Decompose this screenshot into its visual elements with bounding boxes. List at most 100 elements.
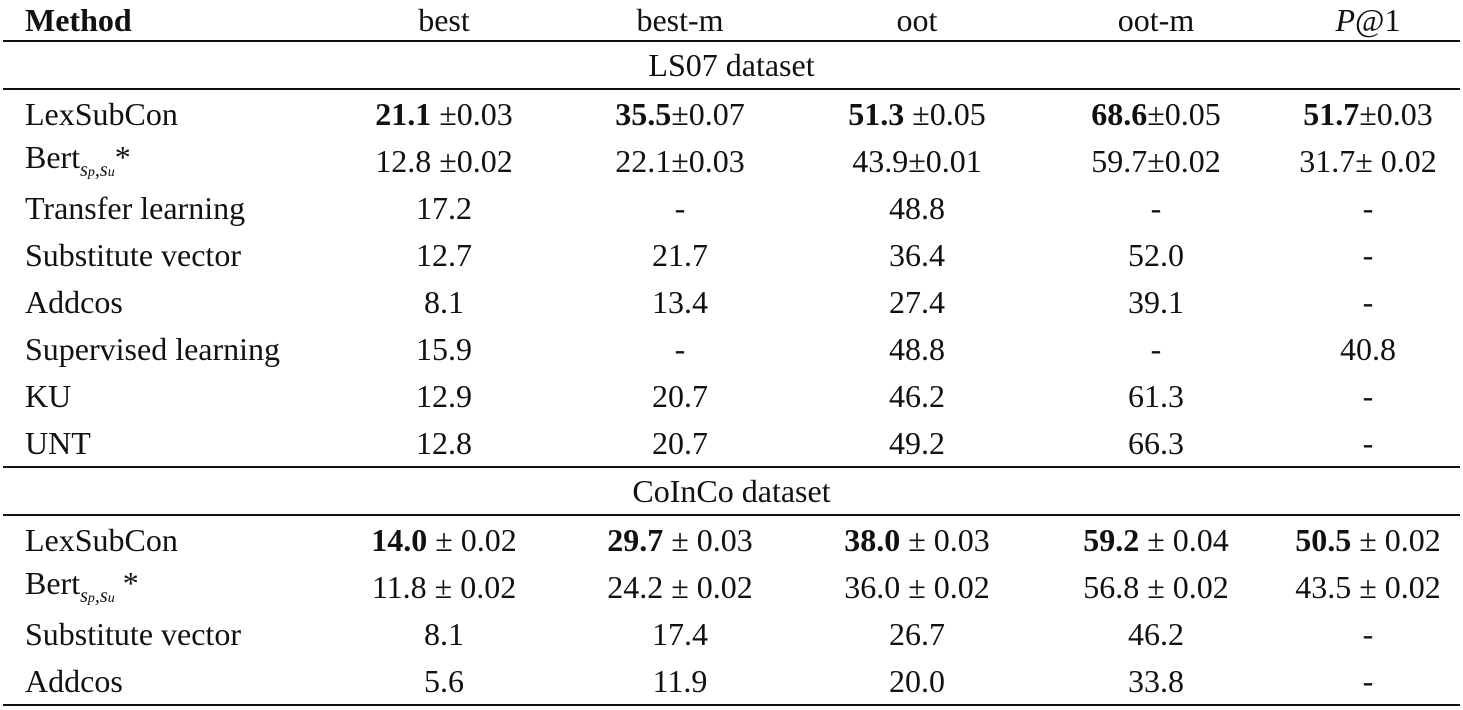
value-cell: 8.1	[424, 615, 464, 652]
value-cell: 49.2	[889, 424, 945, 461]
table-row: Bertsp,su * 11.8 ± 0.02 24.2 ± 0.02 36.0 ± …	[3, 563, 1460, 610]
value-cell: 38.0 ± 0.03	[844, 521, 990, 558]
value-cell: -	[1362, 283, 1374, 320]
value-cell: -	[1362, 424, 1374, 461]
value-cell: 31.7± 0.02	[1299, 142, 1437, 179]
table-row: Transfer learning 17.2 - 48.8 - -	[3, 184, 1460, 231]
method-cell: Addcos	[25, 662, 123, 699]
value-cell: 43.9±0.01	[852, 142, 982, 179]
table-row: Addcos 5.6 11.9 20.0 33.8 -	[3, 657, 1460, 704]
value-cell: -	[1362, 615, 1374, 652]
value-cell: 26.7	[889, 615, 945, 652]
method-cell: Bertsp,su *	[25, 565, 139, 607]
value-cell: 59.7±0.02	[1091, 142, 1221, 179]
value-cell: -	[1362, 189, 1374, 226]
value-cell: 12.7	[416, 236, 472, 273]
value-cell: 51.3 ±0.05	[848, 95, 986, 132]
section-title: LS07 dataset	[648, 46, 815, 83]
method-cell: LexSubCon	[25, 521, 178, 558]
value-cell: 36.4	[889, 236, 945, 273]
value-cell: -	[1362, 662, 1374, 699]
method-cell: UNT	[25, 424, 91, 461]
method-subscript: sp,su	[80, 585, 115, 607]
value-cell: -	[1150, 189, 1162, 226]
value-cell: 56.8 ± 0.02	[1083, 568, 1229, 605]
header-row: Method best best-m oot oot-m P@1	[3, 0, 1460, 40]
value-cell: 24.2 ± 0.02	[607, 568, 753, 605]
value-cell: 36.0 ± 0.02	[844, 568, 990, 605]
header-oot-m: oot-m	[1117, 2, 1195, 38]
method-cell: Supervised learning	[25, 330, 281, 367]
value-cell: -	[674, 189, 686, 226]
header-best: best	[418, 2, 470, 38]
value-cell: 33.8	[1128, 662, 1184, 699]
table-row: LexSubCon 21.1 ±0.03 35.5±0.07 51.3 ±0.05 68…	[3, 90, 1460, 137]
value-cell: 11.8 ± 0.02	[371, 568, 517, 605]
value-cell: 66.3	[1128, 424, 1184, 461]
method-subscript: sp,su	[80, 159, 115, 181]
section-title: CoInCo dataset	[632, 472, 831, 509]
table-row: KU 12.9 20.7 46.2 61.3 -	[3, 372, 1460, 419]
table-row: Bertsp,su* 12.8 ±0.02 22.1±0.03 43.9±0.01 59…	[3, 137, 1460, 184]
value-cell: 68.6±0.05	[1091, 95, 1221, 132]
value-cell: 13.4	[652, 283, 708, 320]
section-rule	[3, 88, 1460, 90]
method-cell: Substitute vector	[25, 615, 241, 652]
value-cell: 22.1±0.03	[615, 142, 745, 179]
section-end-rule	[3, 704, 1460, 706]
value-cell: -	[674, 330, 686, 367]
table-row: Supervised learning 15.9 - 48.8 - 40.8	[3, 325, 1460, 372]
value-cell: 61.3	[1128, 377, 1184, 414]
value-cell: 12.8 ±0.02	[375, 142, 513, 179]
method-cell: LexSubCon	[25, 95, 178, 132]
value-cell: 35.5±0.07	[615, 95, 745, 132]
value-cell: 29.7 ± 0.03	[607, 521, 753, 558]
method-cell: KU	[25, 377, 72, 414]
value-cell: 48.8	[889, 330, 945, 367]
results-table: Method best best-m oot oot-m P@1 LS07 da…	[3, 0, 1460, 706]
value-cell: -	[1150, 330, 1162, 367]
value-cell: 15.9	[416, 330, 472, 367]
value-cell: 21.1 ±0.03	[375, 95, 513, 132]
value-cell: 27.4	[889, 283, 945, 320]
value-cell: 12.9	[416, 377, 472, 414]
value-cell: 59.2 ± 0.04	[1083, 521, 1229, 558]
value-cell: 20.7	[652, 377, 708, 414]
value-cell: 20.7	[652, 424, 708, 461]
value-cell: 52.0	[1128, 236, 1184, 273]
value-cell: -	[1362, 377, 1374, 414]
method-cell: Substitute vector	[25, 236, 241, 273]
table-row: Substitute vector 8.1 17.4 26.7 46.2 -	[3, 610, 1460, 657]
table-row: UNT 12.8 20.7 49.2 66.3 -	[3, 419, 1460, 466]
header-p-at-1: P@1	[1335, 2, 1401, 38]
method-cell: Addcos	[25, 283, 123, 320]
value-cell: 5.6	[424, 662, 464, 699]
header-method: Method	[25, 2, 132, 38]
value-cell: 43.5 ± 0.02	[1295, 568, 1441, 605]
table-row: Addcos 8.1 13.4 27.4 39.1 -	[3, 278, 1460, 325]
header-oot: oot	[896, 2, 938, 38]
value-cell: 51.7±0.03	[1303, 95, 1433, 132]
value-cell: 48.8	[889, 189, 945, 226]
value-cell: 46.2	[1128, 615, 1184, 652]
value-cell: 20.0	[889, 662, 945, 699]
value-cell: 14.0 ± 0.02	[371, 521, 517, 558]
value-cell: 12.8	[416, 424, 472, 461]
value-cell: 17.2	[416, 189, 472, 226]
method-cell: Transfer learning	[25, 189, 246, 226]
section-rule	[3, 514, 1460, 516]
value-cell: 39.1	[1128, 283, 1184, 320]
table-row: Substitute vector 12.7 21.7 36.4 52.0 -	[3, 231, 1460, 278]
table-row: LexSubCon 14.0 ± 0.02 29.7 ± 0.03 38.0 ± 0.…	[3, 516, 1460, 563]
value-cell: 11.9	[652, 662, 708, 699]
value-cell: 17.4	[652, 615, 708, 652]
header-rule	[3, 40, 1460, 42]
value-cell: -	[1362, 236, 1374, 273]
table-body: LS07 dataset LexSubCon 21.1 ±0.03 35.5±0.07…	[3, 42, 1460, 706]
value-cell: 50.5 ± 0.02	[1295, 521, 1441, 558]
section-end-rule	[3, 466, 1460, 468]
value-cell: 40.8	[1340, 330, 1396, 367]
value-cell: 21.7	[652, 236, 708, 273]
header-best-m: best-m	[636, 2, 724, 38]
method-cell: Bertsp,su*	[25, 139, 131, 181]
